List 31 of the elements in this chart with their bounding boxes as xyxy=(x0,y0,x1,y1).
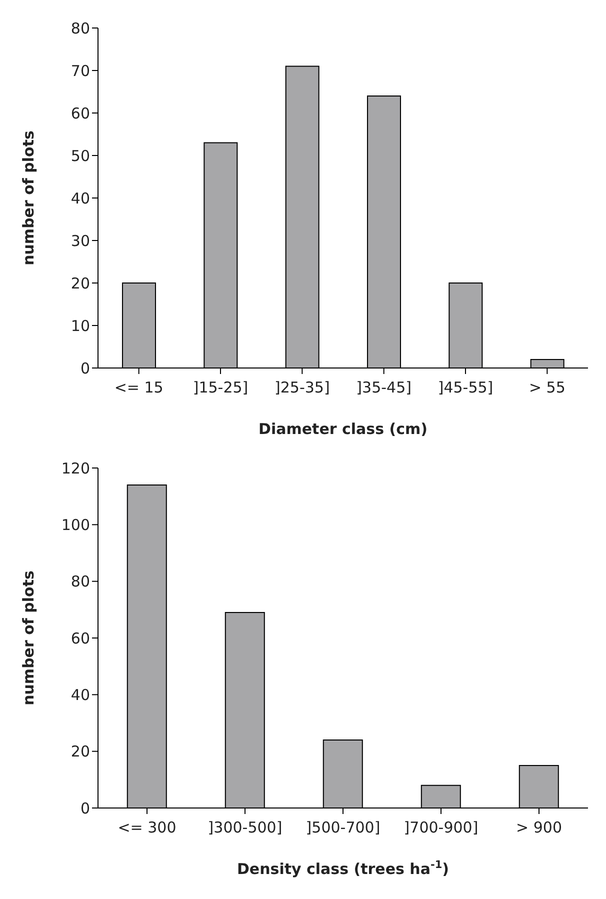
y-tick-label: 100 xyxy=(61,516,90,534)
x-tick-label: ]15-25] xyxy=(192,378,248,397)
y-axis-title: number of plots xyxy=(19,130,38,266)
y-tick-label: 120 xyxy=(61,459,90,478)
y-tick-label: 40 xyxy=(70,189,90,208)
y-tick-label: 80 xyxy=(70,19,90,38)
x-tick-label: <= 15 xyxy=(114,378,164,397)
y-tick-label: 80 xyxy=(70,572,90,591)
y-tick-label: 60 xyxy=(70,104,90,122)
y-tick-label: 70 xyxy=(70,62,90,80)
x-axis-title: Density class (trees ha$^{-1}$) xyxy=(236,859,450,878)
y-tick-label: 0 xyxy=(80,799,90,818)
x-tick-label: ]35-45] xyxy=(356,378,412,397)
x-tick-label: > 900 xyxy=(516,818,562,837)
x-axis-title: Diameter class (cm) xyxy=(258,420,428,438)
x-tick-label: <= 300 xyxy=(118,818,176,837)
x-tick-label: ]500-700] xyxy=(306,818,380,837)
y-tick-label: 50 xyxy=(70,146,90,165)
y-tick-label: 30 xyxy=(70,232,90,250)
x-tick-label: ]300-500] xyxy=(208,818,282,837)
y-tick-label: 10 xyxy=(70,316,90,335)
y-tick-label: 20 xyxy=(70,274,90,292)
y-tick-label: 20 xyxy=(70,742,90,761)
x-tick-label: ]45-55] xyxy=(438,378,494,397)
y-tick-label: 0 xyxy=(80,359,90,378)
y-axis-title: number of plots xyxy=(19,570,38,706)
x-tick-label: ]700-900] xyxy=(404,818,478,837)
x-tick-label: ]25-35] xyxy=(274,378,330,397)
y-tick-label: 60 xyxy=(70,629,90,648)
y-tick-label: 40 xyxy=(70,686,90,704)
x-tick-label: > 55 xyxy=(528,378,566,397)
